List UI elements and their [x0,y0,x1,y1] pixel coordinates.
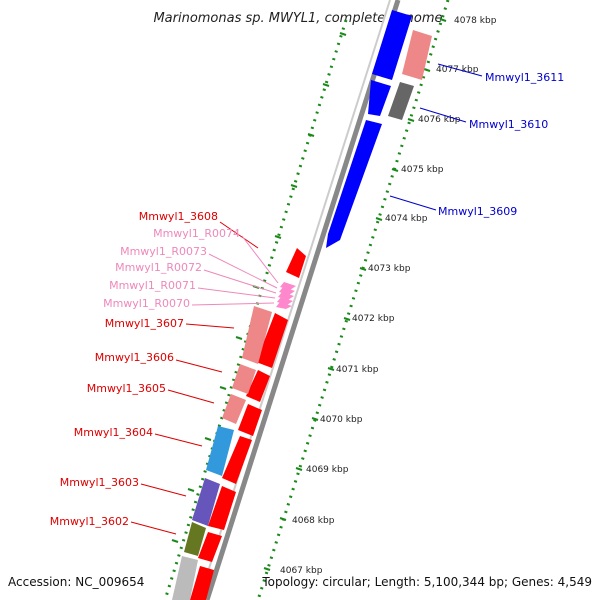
leader-line [219,221,259,249]
cog-3601[interactable] [172,556,198,600]
leader-line [140,483,187,497]
cog-track [388,30,432,120]
leader-line [130,521,177,535]
right-gene-labels: Mmwyl1_3611 Mmwyl1_3610 Mmwyl1_3609 [389,63,564,218]
reverse-strand-genes [326,10,412,248]
leader-line [389,195,437,211]
cog-3603[interactable] [192,478,220,526]
gene-label-R0074[interactable]: Mmwyl1_R0074 [153,227,240,240]
leader-line [154,433,203,447]
kbp-label: 4076 kbp [418,115,461,125]
cog-3602[interactable] [184,522,206,556]
kbp-label: 4071 kbp [336,365,379,375]
gene-3607[interactable] [256,313,288,368]
accession-text: Accession: NC_009654 [8,575,144,589]
leader-line [175,359,223,373]
leader-line [241,235,279,284]
leader-line [419,107,467,123]
scale-labels: 4078 kbp 4077 kbp 4076 kbp 4075 kbp 4074… [280,16,497,576]
gene-label-3610[interactable]: Mmwyl1_3610 [469,118,548,131]
gene-label-3605[interactable]: Mmwyl1_3605 [87,382,166,395]
kbp-label: 4067 kbp [280,566,323,576]
gene-3601[interactable] [190,566,214,600]
gene-3606[interactable] [246,370,270,402]
gene-label-3609[interactable]: Mmwyl1_3609 [438,205,517,218]
cog-3606[interactable] [232,364,256,394]
gene-label-R0072[interactable]: Mmwyl1_R0072 [115,261,202,274]
forward-strand-genes [190,248,306,600]
gene-3609-arrow[interactable] [326,120,382,248]
gene-label-3607[interactable]: Mmwyl1_3607 [105,317,184,330]
leader-line [208,253,278,289]
inner-scale-ring [256,0,450,600]
gene-label-3611[interactable]: Mmwyl1_3611 [485,71,564,84]
gene-3612[interactable] [372,10,412,80]
kbp-label: 4069 kbp [306,465,349,475]
gene-label-R0070[interactable]: Mmwyl1_R0070 [103,297,190,310]
gene-label-3604[interactable]: Mmwyl1_3604 [74,426,153,439]
map-title: Marinomonas sp. MWYL1, complete genome [153,11,442,26]
kbp-label: 4078 kbp [454,16,497,26]
cog-3610[interactable] [388,82,414,120]
gene-3611[interactable] [368,80,391,116]
leader-line [203,269,277,294]
inner-scale-ticks [263,18,447,571]
gene-3604[interactable] [222,436,252,484]
rna-genes [276,282,296,309]
kbp-label: 4075 kbp [401,165,444,175]
gene-3602[interactable] [198,532,222,562]
gene-3603[interactable] [208,486,236,530]
gene-label-3608[interactable]: Mmwyl1_3608 [139,210,218,223]
gene-label-3603[interactable]: Mmwyl1_3603 [60,476,139,489]
gene-label-3606[interactable]: Mmwyl1_3606 [95,351,174,364]
rna-R0070[interactable] [276,302,292,309]
leader-line [191,302,275,306]
left-gene-labels: Mmwyl1_3608 Mmwyl1_R0074 Mmwyl1_R0073 Mm… [50,210,279,535]
kbp-label: 4072 kbp [352,314,395,324]
kbp-label: 4077 kbp [436,65,479,75]
kbp-label: 4070 kbp [320,415,363,425]
gene-3605[interactable] [238,404,262,436]
cog-3611[interactable] [402,30,432,80]
kbp-label: 4068 kbp [292,516,335,526]
kbp-label: 4073 kbp [368,264,411,274]
outer-scale-ticks [171,32,347,543]
leader-line [167,389,215,404]
gene-label-3602[interactable]: Mmwyl1_3602 [50,515,129,528]
kbp-label: 4074 kbp [385,214,428,224]
leader-line [185,323,235,329]
cog-3607[interactable] [242,306,272,364]
gene-label-R0073[interactable]: Mmwyl1_R0073 [120,245,207,258]
cog-track-left [172,306,272,600]
genome-backbone-outer [204,0,401,600]
gene-3608[interactable] [286,248,306,278]
cog-3605[interactable] [222,394,246,424]
leader-line [197,287,276,299]
topology-text: Topology: circular; Length: 5,100,344 bp… [261,575,592,589]
gene-label-R0071[interactable]: Mmwyl1_R0071 [109,279,196,292]
leader-line [437,63,483,77]
cog-3604[interactable] [206,426,234,476]
